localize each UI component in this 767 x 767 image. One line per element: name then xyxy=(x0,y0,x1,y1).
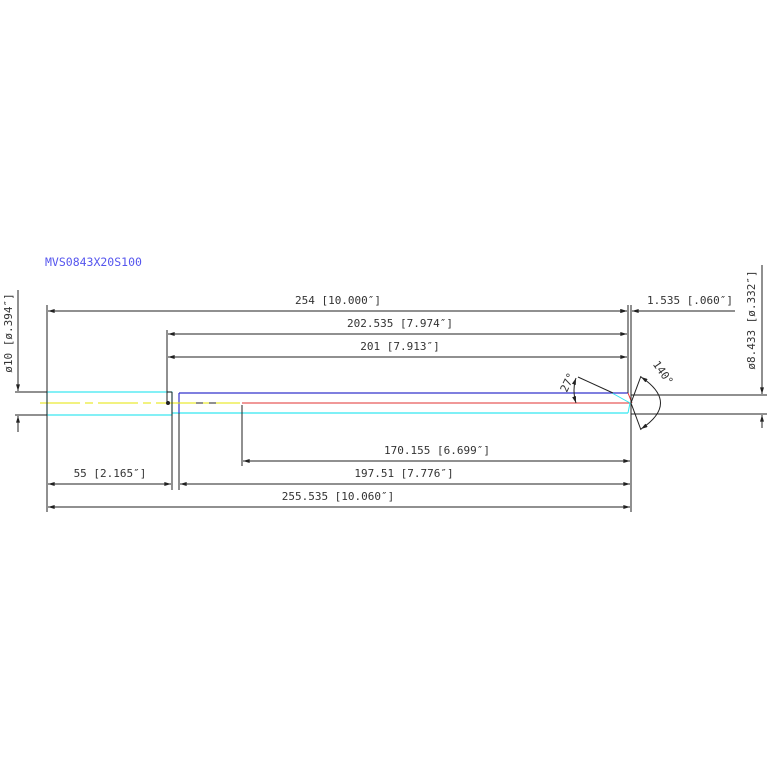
tip-chamfer xyxy=(611,392,631,414)
dim-point-angle: 140° xyxy=(650,358,676,387)
dim-tip-diameter: ø8.433 [ø.332″] xyxy=(745,270,758,369)
dim-flute-length: 170.155 [6.699″] xyxy=(384,444,490,457)
dim-neck-length: 201 [7.913″] xyxy=(360,340,439,353)
tool-outline xyxy=(40,391,633,416)
dimension-lines xyxy=(16,265,764,509)
dim-overall-flute: 254 [10.000″] xyxy=(295,294,381,307)
dim-overall-length: 255.535 [10.060″] xyxy=(282,490,395,503)
dim-shank-length: 55 [2.165″] xyxy=(74,467,147,480)
dim-to-neck-start: 202.535 [7.974″] xyxy=(347,317,453,330)
drawing-title: MVS0843X20S100 xyxy=(45,255,142,269)
dim-tip-length: 1.535 [.060″] xyxy=(647,294,733,307)
extension-lines xyxy=(15,305,767,512)
dim-body-length: 197.51 [7.776″] xyxy=(354,467,453,480)
dim-shank-diameter: ø10 [ø.394″] xyxy=(2,293,15,372)
dim-chamfer-angle: 27° xyxy=(558,371,578,395)
